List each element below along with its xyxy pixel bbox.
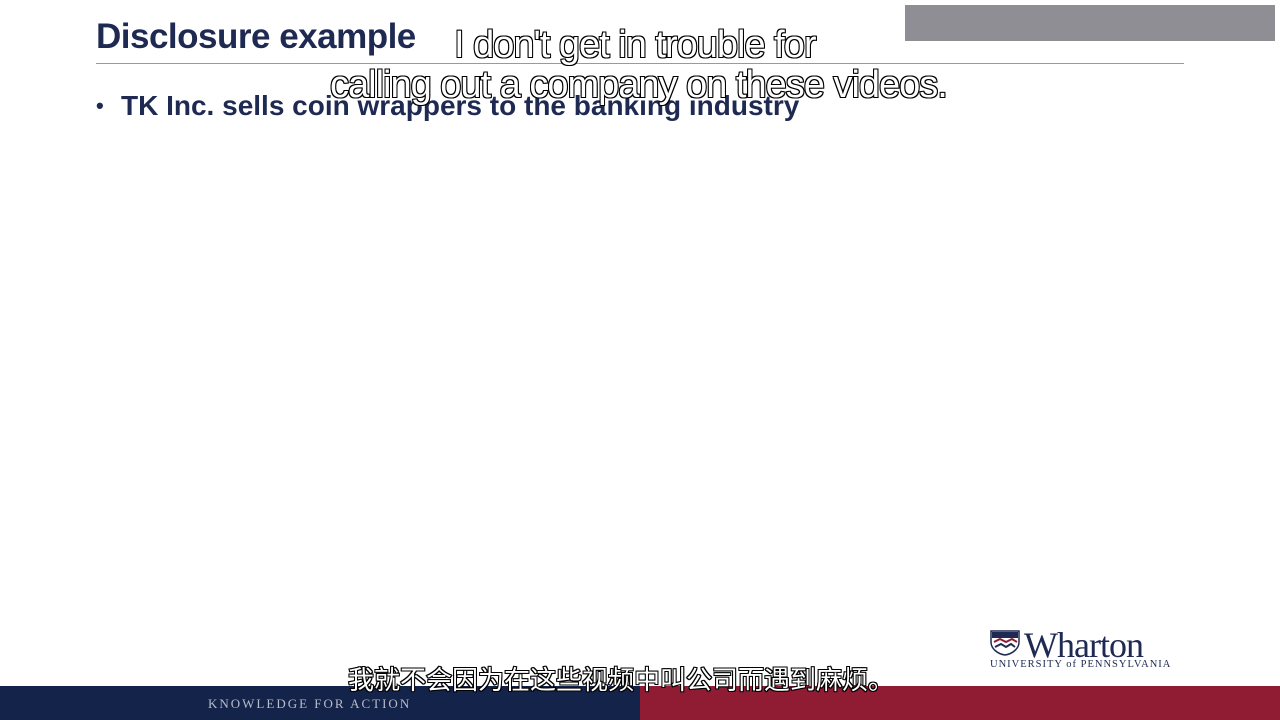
title-divider bbox=[96, 63, 1184, 64]
subtitle-chinese: 我就不会因为在这些视频中叫公司而遇到麻烦。 bbox=[347, 665, 895, 697]
slide-title: Disclosure example bbox=[96, 17, 416, 56]
footer-crimson-band bbox=[640, 686, 1280, 720]
footer-tagline: KNOWLEDGE FOR ACTION bbox=[208, 696, 412, 711]
bullet-text: TK Inc. sells coin wrappers to the banki… bbox=[121, 90, 800, 121]
university-line: UNIVERSITY of PENNSYLVANIA bbox=[990, 659, 1172, 670]
subtitle-english-line-2: calling out a company on these videos. bbox=[329, 63, 949, 107]
wharton-logo: Wharton UNIVERSITY of PENNSYLVANIA bbox=[988, 625, 1193, 672]
footer-navy-band bbox=[0, 686, 640, 720]
subtitle-english-line-1: I don't get in trouble for bbox=[453, 23, 817, 67]
bullet-item: • TK Inc. sells coin wrappers to the ban… bbox=[96, 90, 799, 122]
header-grey-bar bbox=[905, 5, 1275, 41]
penn-shield-icon bbox=[990, 630, 1020, 656]
wharton-wordmark: Wharton bbox=[1024, 625, 1144, 665]
bullet-marker: • bbox=[96, 93, 104, 118]
